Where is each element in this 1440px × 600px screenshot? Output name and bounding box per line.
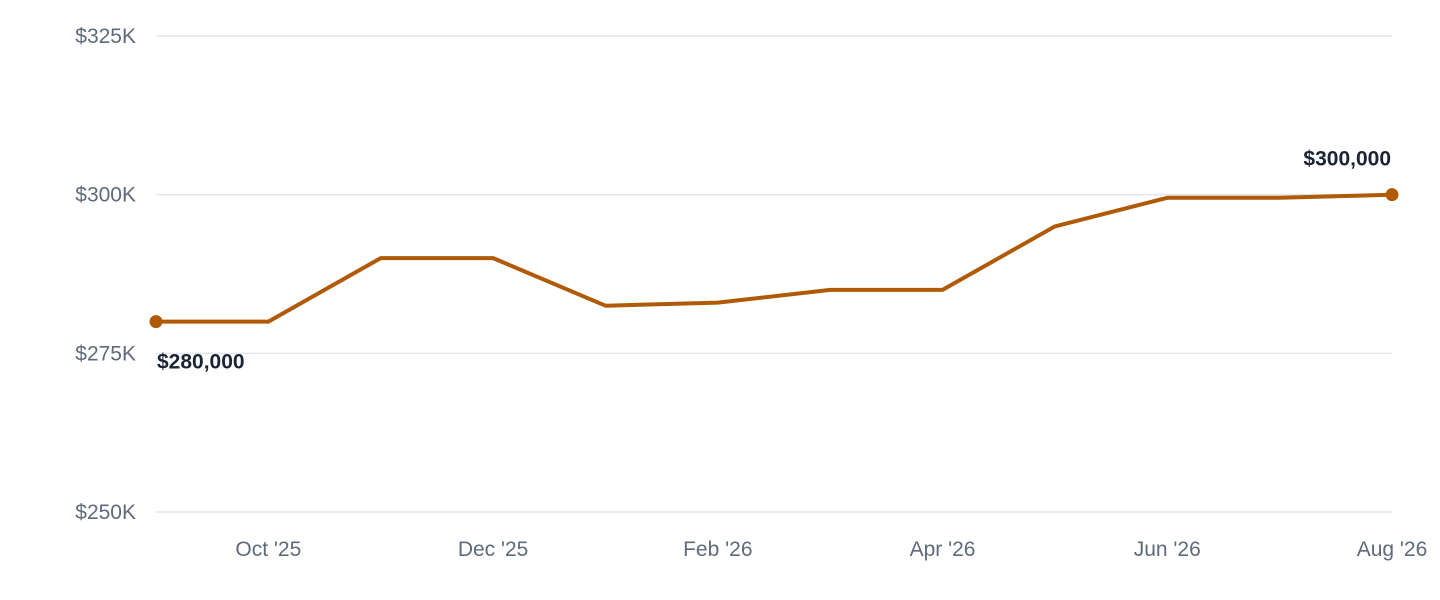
grid-lines [156, 35, 1392, 513]
x-tick-label: Aug '26 [1357, 538, 1428, 561]
data-point-marker [1385, 188, 1399, 202]
y-axis-tick-labels: $250K $275K $300K $325K [75, 25, 136, 524]
y-tick-label: $275K [75, 342, 136, 365]
y-tick-label: $325K [75, 25, 136, 48]
data-label: $280,000 [157, 351, 245, 374]
data-label: $300,000 [1303, 148, 1391, 171]
y-tick-label: $250K [75, 501, 136, 524]
x-tick-label: Dec '25 [458, 538, 529, 561]
x-tick-label: Apr '26 [910, 538, 976, 561]
endpoint-markers [149, 188, 1399, 329]
y-tick-label: $300K [75, 184, 136, 207]
data-labels: $280,000 $300,000 [157, 148, 1391, 374]
data-point-marker [149, 315, 163, 329]
series-line [154, 192, 1394, 324]
x-axis-tick-labels: Oct '25 Dec '25 Feb '26 Apr '26 Jun '26 Aug '… [235, 538, 1427, 561]
x-tick-label: Jun '26 [1134, 538, 1201, 561]
x-tick-label: Feb '26 [683, 538, 752, 561]
series-layer [154, 192, 1394, 324]
x-tick-label: Oct '25 [235, 538, 301, 561]
